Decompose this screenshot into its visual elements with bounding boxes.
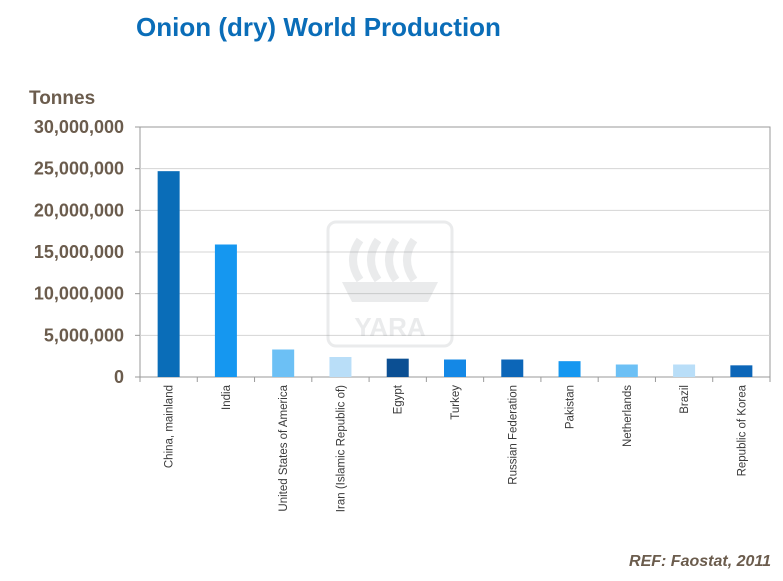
x-tick-label: Turkey: [450, 385, 462, 420]
gridlines: [140, 168, 770, 336]
y-tick-label: 25,000,000: [34, 159, 124, 179]
y-tick-label: 30,000,000: [34, 117, 124, 137]
bars: [157, 171, 753, 377]
x-tick-label: Egypt: [393, 384, 405, 414]
x-tick-label: Russian Federation: [507, 385, 519, 485]
y-tick-label: 0: [114, 367, 124, 387]
bar-turkey: [444, 359, 466, 377]
x-tick-label: Pakistan: [565, 385, 577, 429]
y-tick-label: 5,000,000: [44, 325, 124, 345]
x-axis-ticks: China, mainland India United States of Ame…: [139, 377, 771, 512]
x-tick-label: Republic of Korea: [736, 384, 748, 476]
bar-pakistan: [558, 361, 581, 377]
bar-india: [214, 244, 237, 377]
bar-russian-federation: [501, 359, 524, 377]
bar-united-states-of-america: [272, 349, 295, 377]
x-tick-label: China, mainland: [164, 385, 176, 468]
y-tick-label: 10,000,000: [34, 284, 124, 304]
x-tick-label: United States of America: [278, 384, 290, 511]
bar-brazil: [673, 364, 696, 377]
y-axis-label: Tonnes: [29, 88, 96, 109]
watermark-text: YARA: [354, 312, 426, 342]
x-tick-label: Iran (Islamic Republic of): [335, 385, 347, 512]
y-axis-ticks: 0 5,000,000 10,000,000 15,000,000 20,000,000…: [34, 117, 140, 387]
bar-china-mainland: [157, 171, 180, 377]
x-tick-label: Brazil: [679, 385, 691, 414]
yara-logo-watermark: YARA: [326, 220, 454, 348]
bar-iran-islamic-republic-of: [329, 357, 352, 377]
x-tick-label: India: [221, 384, 233, 410]
y-tick-label: 15,000,000: [34, 242, 124, 262]
x-tick-label: Netherlands: [622, 385, 634, 447]
y-tick-label: 20,000,000: [34, 200, 124, 220]
bar-netherlands: [615, 364, 638, 377]
bar-egypt: [386, 358, 409, 377]
reference-note: REF: Faostat, 2011: [629, 553, 771, 570]
bar-republic-of-korea: [730, 365, 753, 377]
chart-title: Onion (dry) World Production: [136, 12, 501, 42]
